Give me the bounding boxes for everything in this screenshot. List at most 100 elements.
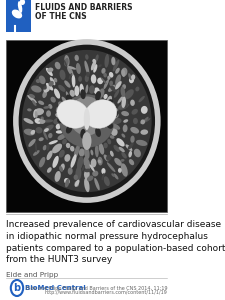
Ellipse shape	[84, 108, 90, 130]
Ellipse shape	[107, 76, 110, 80]
Ellipse shape	[85, 100, 117, 128]
Ellipse shape	[98, 160, 101, 164]
Ellipse shape	[62, 139, 67, 144]
Ellipse shape	[59, 94, 114, 148]
Ellipse shape	[56, 124, 61, 129]
Ellipse shape	[36, 127, 43, 134]
Ellipse shape	[50, 77, 55, 85]
Ellipse shape	[68, 66, 76, 70]
Ellipse shape	[122, 84, 126, 89]
Ellipse shape	[91, 158, 97, 167]
Ellipse shape	[130, 100, 135, 106]
Ellipse shape	[121, 163, 128, 177]
Ellipse shape	[113, 60, 119, 71]
Ellipse shape	[122, 134, 125, 138]
Ellipse shape	[24, 129, 35, 136]
Ellipse shape	[130, 127, 139, 134]
Ellipse shape	[74, 55, 79, 61]
Ellipse shape	[138, 96, 145, 102]
Ellipse shape	[70, 90, 75, 97]
Ellipse shape	[109, 72, 113, 78]
Ellipse shape	[28, 139, 36, 147]
Ellipse shape	[46, 110, 51, 117]
Ellipse shape	[43, 131, 48, 140]
Ellipse shape	[60, 70, 65, 80]
Ellipse shape	[124, 98, 128, 108]
Ellipse shape	[92, 59, 96, 63]
Ellipse shape	[57, 116, 65, 123]
Ellipse shape	[136, 140, 147, 146]
Ellipse shape	[64, 59, 67, 68]
Text: BioMed Central: BioMed Central	[25, 285, 86, 291]
Circle shape	[11, 280, 23, 296]
Ellipse shape	[43, 119, 53, 123]
Ellipse shape	[111, 123, 120, 130]
Text: FLUIDS AND BARRIERS: FLUIDS AND BARRIERS	[35, 3, 132, 12]
Ellipse shape	[67, 66, 73, 76]
Ellipse shape	[104, 94, 108, 99]
Ellipse shape	[111, 57, 115, 65]
Ellipse shape	[79, 84, 84, 95]
Ellipse shape	[55, 62, 61, 69]
Ellipse shape	[74, 144, 80, 158]
Ellipse shape	[84, 147, 90, 159]
Ellipse shape	[49, 81, 54, 86]
Ellipse shape	[101, 77, 107, 84]
Ellipse shape	[123, 119, 128, 123]
Ellipse shape	[106, 96, 112, 105]
Ellipse shape	[116, 138, 125, 146]
Ellipse shape	[106, 155, 112, 161]
Ellipse shape	[114, 158, 122, 166]
Ellipse shape	[95, 54, 99, 61]
Ellipse shape	[38, 100, 44, 105]
Ellipse shape	[33, 110, 37, 118]
Ellipse shape	[44, 128, 49, 132]
Ellipse shape	[140, 119, 145, 124]
Ellipse shape	[123, 124, 128, 132]
Ellipse shape	[83, 157, 90, 170]
Ellipse shape	[70, 154, 76, 168]
Ellipse shape	[142, 117, 148, 123]
Ellipse shape	[64, 80, 71, 88]
Ellipse shape	[91, 74, 96, 84]
Ellipse shape	[128, 143, 134, 150]
Ellipse shape	[110, 110, 118, 118]
Ellipse shape	[93, 64, 97, 73]
Ellipse shape	[54, 78, 57, 82]
Ellipse shape	[43, 86, 47, 90]
Ellipse shape	[58, 134, 66, 140]
Ellipse shape	[65, 178, 70, 187]
Ellipse shape	[104, 154, 109, 161]
Ellipse shape	[60, 164, 65, 171]
Ellipse shape	[46, 143, 50, 151]
Ellipse shape	[126, 144, 132, 151]
Ellipse shape	[134, 149, 141, 157]
Ellipse shape	[74, 85, 79, 96]
Ellipse shape	[107, 162, 115, 172]
Ellipse shape	[40, 116, 44, 121]
Ellipse shape	[29, 94, 35, 98]
Ellipse shape	[36, 79, 40, 83]
Ellipse shape	[57, 105, 65, 112]
Ellipse shape	[53, 118, 62, 124]
Ellipse shape	[46, 68, 53, 76]
Ellipse shape	[78, 76, 82, 82]
FancyBboxPatch shape	[6, 40, 167, 212]
Ellipse shape	[104, 54, 109, 68]
Ellipse shape	[52, 144, 62, 153]
Ellipse shape	[32, 100, 36, 106]
Ellipse shape	[115, 74, 121, 86]
Ellipse shape	[121, 69, 125, 77]
Text: b: b	[14, 283, 20, 293]
Ellipse shape	[128, 73, 132, 80]
Ellipse shape	[76, 63, 81, 74]
Ellipse shape	[85, 54, 89, 60]
Ellipse shape	[94, 87, 100, 94]
Ellipse shape	[87, 176, 94, 181]
Ellipse shape	[31, 85, 42, 93]
Ellipse shape	[43, 145, 47, 150]
Ellipse shape	[122, 97, 126, 108]
Ellipse shape	[59, 166, 63, 172]
Ellipse shape	[62, 97, 68, 104]
Text: OF THE CNS: OF THE CNS	[35, 12, 86, 21]
